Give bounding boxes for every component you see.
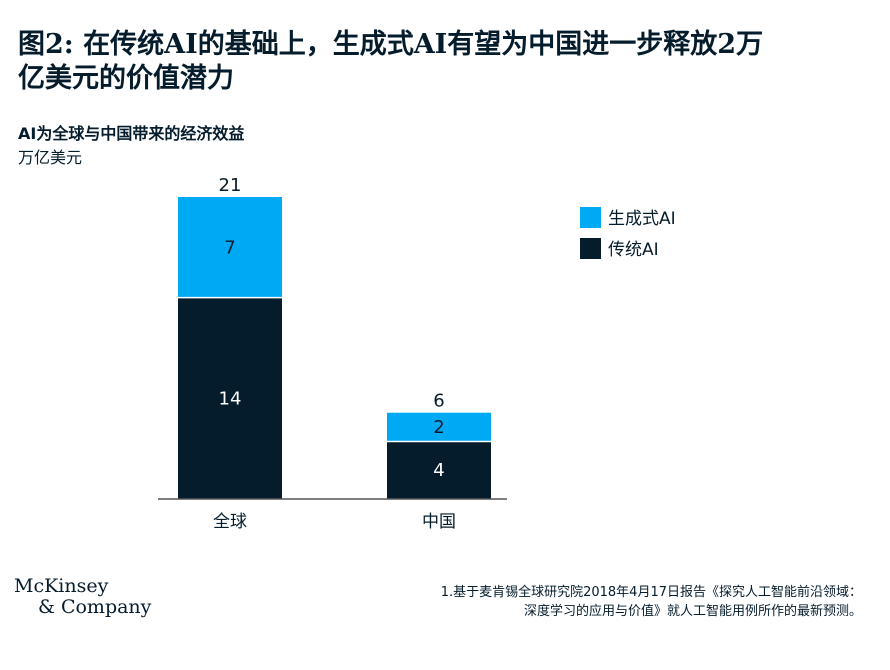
logo-line2: & Company <box>38 596 152 618</box>
logo-line1: McKinsey <box>14 575 109 597</box>
chart-title: 图2: 在传统AI的基础上，生成式AI有望为中国进一步释放2万 亿美元的价值潜力 <box>18 28 878 96</box>
total-label-1: 6 <box>433 391 444 412</box>
bar-segment-generative-ai-1 <box>387 412 491 442</box>
footnote-line1: 1.基于麦肯锡全球研究院2018年4月17日报告《探究人工智能前沿领域： <box>440 585 862 600</box>
bar-segment-generative-ai-0 <box>178 197 282 298</box>
stacked-bar-chart: 14 7 21 全球 4 2 6 中国 生成式AI 传统AI <box>158 175 676 532</box>
legend-swatch-0 <box>580 207 601 228</box>
bar-segment-traditional-ai-0 <box>178 297 282 499</box>
data-label-traditional-ai-1: 4 <box>433 460 444 481</box>
footnote-line2: 深度学习的应用与价值》就人工智能用例所作的最新预测。 <box>523 604 862 619</box>
category-label-0: 全球 <box>213 512 247 532</box>
unit-label: 万亿美元 <box>18 148 83 167</box>
data-label-generative-ai-0: 7 <box>224 237 235 258</box>
chart-title-line1: 图2: 在传统AI的基础上，生成式AI有望为中国进一步释放2万 <box>18 29 764 60</box>
data-label-generative-ai-1: 2 <box>433 417 444 438</box>
legend-label-0: 生成式AI <box>608 209 676 229</box>
chart-title-line2: 亿美元的价值潜力 <box>18 63 234 94</box>
legend-label-1: 传统AI <box>608 240 659 260</box>
mckinsey-logo: McKinsey & Company <box>14 576 151 618</box>
legend-swatch-1 <box>580 238 601 259</box>
footnote: 1.基于麦肯锡全球研究院2018年4月17日报告《探究人工智能前沿领域： 深度学… <box>342 583 862 621</box>
chart-subtitle: AI为全球与中国带来的经济效益 <box>18 124 245 143</box>
total-label-0: 21 <box>219 175 242 196</box>
bar-segment-traditional-ai-1 <box>387 441 491 499</box>
data-label-traditional-ai-0: 14 <box>219 388 242 409</box>
category-label-1: 中国 <box>422 512 456 532</box>
